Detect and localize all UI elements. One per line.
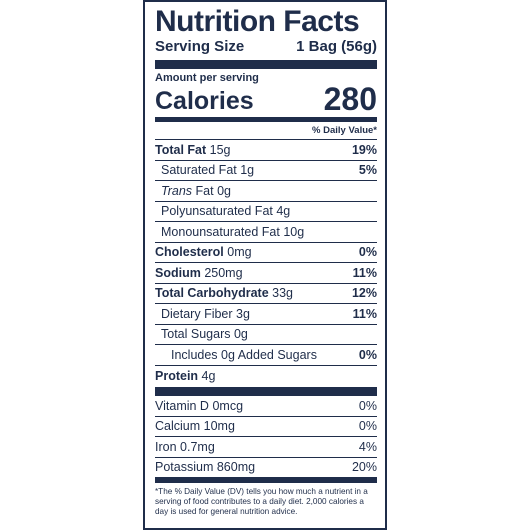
medium-divider xyxy=(155,117,377,122)
vitamin-dv: 0% xyxy=(358,398,377,413)
nutrient-name: Total Fat xyxy=(155,142,207,157)
nutrient-dv: 0% xyxy=(358,245,377,260)
nutrient-amount: 4g xyxy=(201,368,216,383)
nutrient-amount: 0g xyxy=(233,327,248,342)
nutrient-name: Total Sugars xyxy=(161,327,231,342)
nutrient-name: Sodium xyxy=(155,265,201,280)
vitamin-name: Calcium xyxy=(155,419,201,434)
calories-label: Calories xyxy=(155,87,254,115)
vitamin-row-iron: Iron 0.7mg 4% xyxy=(155,437,377,458)
vitamin-row-calcium: Calcium 10mg 0% xyxy=(155,417,377,437)
serving-size-value: 1 Bag (56g) xyxy=(296,38,377,55)
nutrient-amount: 250mg xyxy=(204,265,243,280)
nutrient-name: Dietary Fiber xyxy=(161,306,233,321)
nutrient-amount: 10g xyxy=(283,224,305,239)
nutrient-dv: 11% xyxy=(352,306,377,321)
nutrient-row-sodium: Sodium 250mg 11% xyxy=(155,263,377,284)
nutrient-amount: 4g xyxy=(276,204,291,219)
nutrient-amount: 0mg xyxy=(227,245,252,260)
nutrient-amount: 1g xyxy=(240,163,255,178)
nutrient-name: Cholesterol xyxy=(155,245,224,260)
vitamin-name: Iron xyxy=(155,439,177,454)
serving-size-row: Serving Size 1 Bag (56g) xyxy=(155,38,377,56)
vitamin-amount: 860mg xyxy=(216,460,256,475)
vitamin-name: Vitamin D xyxy=(155,398,209,413)
thick-divider xyxy=(155,387,377,396)
daily-value-header: % Daily Value* xyxy=(155,124,377,140)
label-title: Nutrition Facts xyxy=(155,5,360,38)
nutrient-name: Total Carbohydrate xyxy=(155,286,269,301)
vitamin-amount: 0.7mg xyxy=(180,439,215,454)
nutrient-name: Saturated Fat xyxy=(161,163,237,178)
nutrient-row-cholesterol: Cholesterol 0mg 0% xyxy=(155,243,377,263)
vitamin-row-potassium: Potassium 860mg 20% xyxy=(155,458,377,478)
serving-size-label: Serving Size xyxy=(155,38,245,55)
nutrient-name: Fat xyxy=(195,183,214,198)
calories-row: Calories 280 xyxy=(155,81,377,117)
nutrient-row-saturated-fat: Saturated Fat 1g 5% xyxy=(155,161,377,181)
nutrient-dv: 11% xyxy=(352,265,377,280)
nutrient-name: Protein xyxy=(155,368,199,383)
nutrient-row-total-carbohydrate: Total Carbohydrate 33g 12% xyxy=(155,284,377,304)
nutrient-dv: 19% xyxy=(351,142,377,157)
calories-value: 280 xyxy=(323,81,377,117)
nutrient-amount: 3g xyxy=(236,306,250,321)
vitamin-dv: 4% xyxy=(358,439,377,454)
nutrient-row-dietary-fiber: Dietary Fiber 3g 11% xyxy=(155,304,377,325)
vitamin-row-vitamin-d: Vitamin D 0mcg 0% xyxy=(155,396,377,417)
nutrient-row-total-fat: Total Fat 15g 19% xyxy=(155,140,377,161)
nutrient-row-total-sugars: Total Sugars 0g xyxy=(155,325,377,345)
nutrient-name-prefix: Trans xyxy=(161,183,193,198)
thick-divider xyxy=(155,60,377,69)
vitamin-amount: 0mcg xyxy=(212,398,244,413)
daily-value-footnote: *The % Daily Value (DV) tells you how mu… xyxy=(155,487,368,516)
nutrient-amount: 33g xyxy=(272,286,294,301)
medium-divider xyxy=(155,478,377,483)
nutrient-dv: 0% xyxy=(358,347,377,362)
nutrient-amount: 0g xyxy=(217,183,231,198)
nutrient-name: Monounsaturated Fat xyxy=(161,224,280,239)
nutrient-row-polyunsaturated-fat: Polyunsaturated Fat 4g xyxy=(155,202,377,222)
vitamin-dv: 0% xyxy=(358,419,377,434)
vitamin-name: Potassium xyxy=(155,460,214,475)
nutrient-dv: 12% xyxy=(351,286,377,301)
nutrient-row-added-sugars: Includes 0g Added Sugars 0% xyxy=(155,345,377,366)
nutrient-row-protein: Protein 4g xyxy=(155,366,377,387)
nutrient-name: Includes 0g Added Sugars xyxy=(171,347,317,362)
vitamin-dv: 20% xyxy=(351,460,377,475)
nutrient-amount: 15g xyxy=(209,142,231,157)
nutrient-dv: 5% xyxy=(358,163,377,178)
nutrient-row-monounsaturated-fat: Monounsaturated Fat 10g xyxy=(155,222,377,243)
amount-per-serving: Amount per serving xyxy=(155,72,259,84)
nutrient-row-trans-fat: Trans Fat 0g xyxy=(155,181,377,202)
nutrient-name: Polyunsaturated Fat xyxy=(161,204,273,219)
vitamin-amount: 10mg xyxy=(203,419,235,434)
nutrition-facts-label: Nutrition Facts Serving Size 1 Bag (56g)… xyxy=(143,0,387,530)
